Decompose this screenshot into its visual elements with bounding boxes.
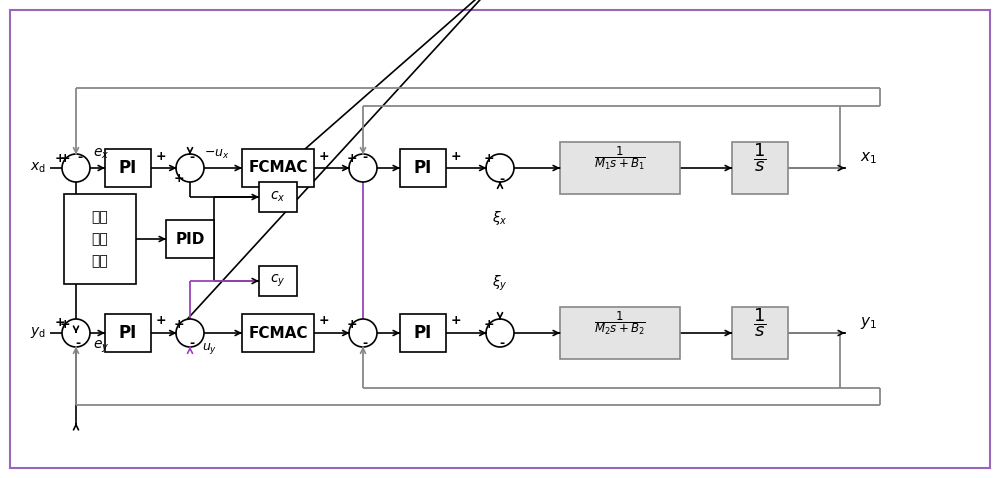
Text: +: + [319, 150, 329, 163]
Text: $\xi_x$: $\xi_x$ [492, 209, 508, 227]
Text: $e_y$: $e_y$ [93, 339, 109, 355]
FancyBboxPatch shape [560, 142, 680, 194]
FancyBboxPatch shape [400, 149, 446, 187]
Text: +: + [156, 150, 166, 163]
Text: +: + [451, 150, 461, 163]
Text: $\dfrac{1}{M_2 s+B_2}$: $\dfrac{1}{M_2 s+B_2}$ [594, 309, 646, 337]
Text: -: - [362, 151, 368, 163]
Text: $y_1$: $y_1$ [860, 315, 877, 331]
Text: $-u_x$: $-u_x$ [204, 147, 230, 161]
Text: +: + [484, 152, 494, 165]
Text: $c_x$: $c_x$ [270, 190, 286, 204]
Text: +: + [174, 317, 184, 330]
Text: $x_1$: $x_1$ [860, 150, 877, 166]
Circle shape [349, 154, 377, 182]
Text: -: - [75, 337, 81, 350]
Circle shape [62, 154, 90, 182]
Text: +: + [347, 152, 357, 165]
FancyBboxPatch shape [242, 314, 314, 352]
FancyBboxPatch shape [242, 149, 314, 187]
Text: $e_x$: $e_x$ [93, 147, 109, 161]
Text: FCMAC: FCMAC [248, 326, 308, 340]
Text: -: - [362, 337, 368, 350]
FancyBboxPatch shape [400, 314, 446, 352]
FancyBboxPatch shape [105, 149, 151, 187]
Text: 轮廓: 轮廓 [92, 210, 108, 224]
Text: $\xi_y$: $\xi_y$ [492, 273, 508, 293]
FancyBboxPatch shape [560, 307, 680, 359]
Text: +: + [60, 317, 70, 330]
Text: +: + [174, 172, 184, 185]
Circle shape [486, 154, 514, 182]
FancyBboxPatch shape [105, 314, 151, 352]
Text: +: + [451, 315, 461, 327]
Circle shape [176, 319, 204, 347]
Circle shape [486, 319, 514, 347]
Text: -: - [189, 151, 195, 163]
Text: +: + [484, 317, 494, 330]
Text: -: - [189, 337, 195, 350]
Text: $\dfrac{1}{s}$: $\dfrac{1}{s}$ [753, 141, 767, 174]
Text: $\dfrac{1}{s}$: $\dfrac{1}{s}$ [753, 307, 767, 339]
Text: $c_y$: $c_y$ [270, 273, 286, 289]
FancyBboxPatch shape [732, 307, 788, 359]
FancyBboxPatch shape [64, 194, 136, 284]
Text: -: - [499, 173, 505, 185]
Text: 误差: 误差 [92, 232, 108, 246]
Text: FCMAC: FCMAC [248, 161, 308, 175]
Text: PI: PI [119, 324, 137, 342]
FancyBboxPatch shape [166, 220, 214, 258]
Text: +: + [347, 317, 357, 330]
Text: $x_\mathrm{d}$: $x_\mathrm{d}$ [30, 161, 46, 175]
Circle shape [62, 319, 90, 347]
FancyBboxPatch shape [732, 142, 788, 194]
Text: +: + [60, 152, 70, 165]
Text: PI: PI [414, 159, 432, 177]
Text: -: - [77, 151, 83, 163]
Text: 模型: 模型 [92, 254, 108, 268]
Text: PI: PI [414, 324, 432, 342]
Text: +: + [319, 315, 329, 327]
Text: +: + [55, 152, 65, 164]
Circle shape [349, 319, 377, 347]
Circle shape [176, 154, 204, 182]
Text: +: + [156, 315, 166, 327]
Text: -: - [499, 337, 505, 350]
FancyBboxPatch shape [259, 182, 297, 212]
FancyBboxPatch shape [259, 266, 297, 296]
Text: PI: PI [119, 159, 137, 177]
Text: $y_\mathrm{d}$: $y_\mathrm{d}$ [30, 326, 46, 340]
Text: $\dfrac{1}{M_1 s+B_1}$: $\dfrac{1}{M_1 s+B_1}$ [594, 144, 646, 172]
Text: PID: PID [175, 231, 205, 247]
Text: +: + [55, 316, 65, 329]
Text: $u_y$: $u_y$ [202, 340, 218, 356]
